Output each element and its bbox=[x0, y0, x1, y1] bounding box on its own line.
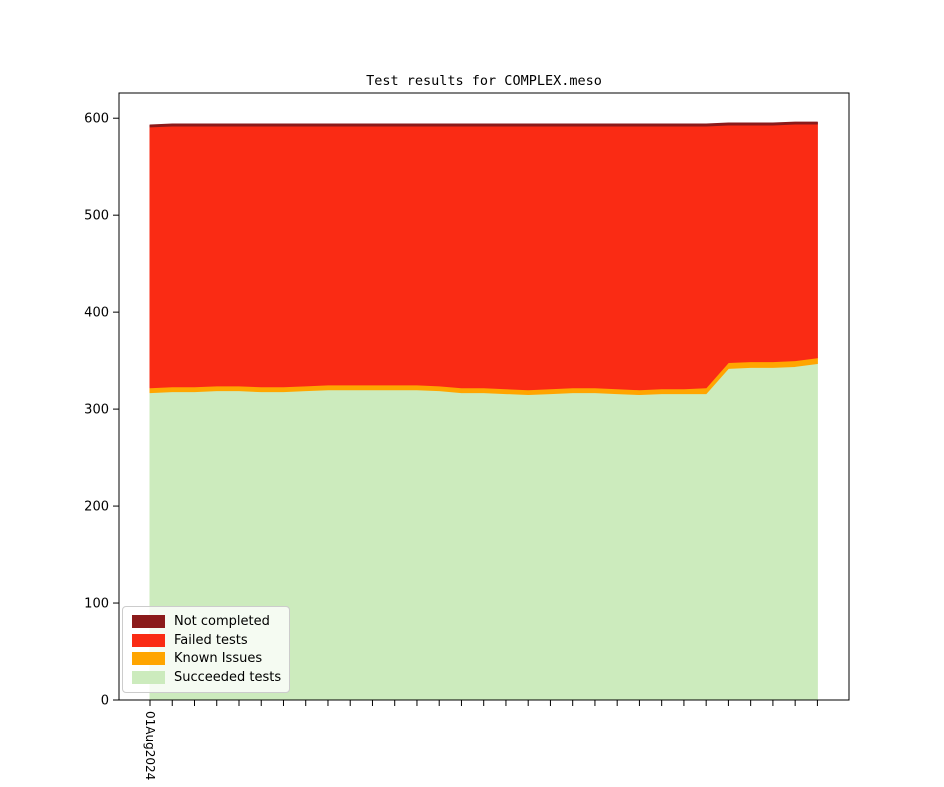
legend-label-not-completed: Not completed bbox=[174, 613, 270, 629]
legend-label-failed-tests: Failed tests bbox=[174, 632, 248, 648]
y-tick-label: 0 bbox=[101, 694, 109, 709]
axes: 0 100 200 300 400 500 600 01Aug2024 bbox=[84, 92, 850, 780]
legend-swatch-not-completed bbox=[132, 614, 165, 628]
y-tick-label: 100 bbox=[84, 597, 109, 612]
legend-item-not-completed: Not completed bbox=[132, 613, 280, 629]
y-tick-label: 500 bbox=[84, 209, 109, 224]
plot-border bbox=[118, 92, 850, 701]
chart-title: Test results for COMPLEX.meso bbox=[366, 73, 602, 89]
x-tick-label-date: 01Aug2024 bbox=[143, 711, 157, 780]
legend-item-failed-tests: Failed tests bbox=[132, 632, 280, 648]
y-tick-label: 300 bbox=[84, 403, 109, 418]
legend-swatch-known-issues bbox=[132, 652, 165, 666]
legend-item-known-issues: Known Issues bbox=[132, 651, 280, 667]
legend-item-succeeded-tests: Succeeded tests bbox=[132, 670, 282, 686]
stacked-areas bbox=[149, 121, 818, 701]
legend-label-succeeded-tests: Succeeded tests bbox=[174, 670, 282, 686]
y-tick-label: 200 bbox=[84, 500, 109, 515]
legend-swatch-succeeded-tests bbox=[132, 671, 165, 685]
legend-label-known-issues: Known Issues bbox=[174, 651, 263, 667]
area-failed-tests bbox=[149, 123, 818, 391]
y-tick-label: 600 bbox=[84, 112, 109, 127]
y-tick-label: 400 bbox=[84, 306, 109, 321]
legend: Not completed Failed tests Known Issues … bbox=[122, 606, 290, 693]
legend-swatch-failed-tests bbox=[132, 633, 165, 647]
area-not-completed bbox=[149, 121, 818, 128]
